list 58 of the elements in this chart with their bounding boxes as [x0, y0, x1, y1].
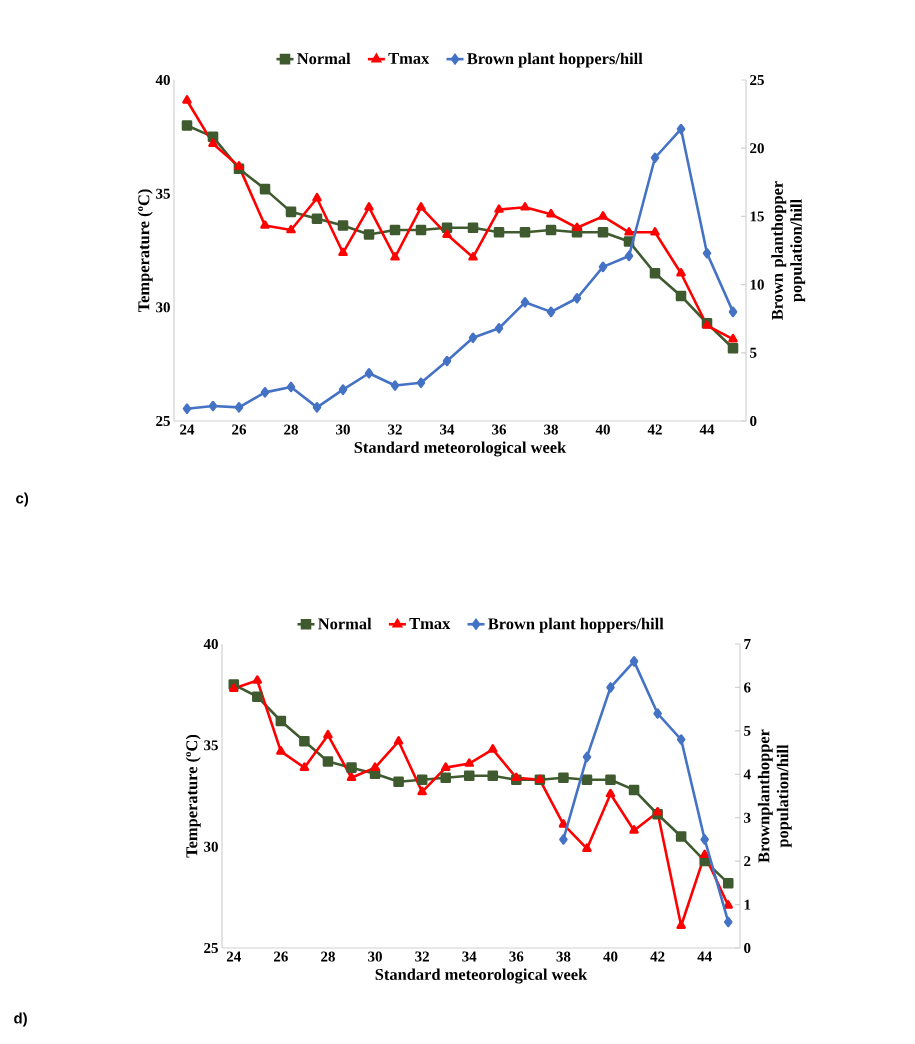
- y-tick-label: 30: [204, 841, 218, 852]
- legend-label: Normal: [318, 617, 372, 630]
- x-axis-title: Standard meteorological week: [354, 441, 567, 457]
- y-tick-label: 35: [156, 188, 170, 199]
- x-tick-label: 42: [650, 951, 665, 962]
- y2-axis-title: Brown planthopper population/hill: [771, 181, 806, 320]
- x-tick-label: 32: [388, 424, 402, 435]
- x-tick-label: 34: [440, 424, 455, 435]
- x-tick-label: 38: [544, 424, 558, 435]
- y2-tick-label: 1: [744, 899, 751, 910]
- y-axis-title: Temperature (ºC): [137, 189, 153, 313]
- y2-tick-label: 15: [750, 211, 764, 222]
- x-tick-label: 40: [603, 951, 618, 962]
- x-tick-label: 28: [321, 951, 335, 962]
- y2-tick-label: 0: [744, 942, 751, 954]
- x-tick-label: 24: [226, 951, 241, 962]
- legend-label: Tmax: [388, 53, 430, 64]
- y2-tick-label: 5: [750, 347, 757, 358]
- legend-label: Brown plant hoppers/hill: [467, 52, 643, 68]
- x-tick-label: 30: [336, 424, 350, 435]
- x-tick-label: 42: [647, 424, 662, 435]
- y2-tick-label: 7: [744, 639, 751, 649]
- y-tick-label: 40: [203, 638, 218, 650]
- x-tick-label: 26: [274, 951, 288, 962]
- y-tick-label: 30: [156, 302, 170, 313]
- y2-tick-label: 25: [750, 74, 764, 86]
- x-tick-label: 26: [232, 424, 247, 435]
- y-tick-label: 25: [204, 942, 218, 954]
- legend-label: Normal: [297, 52, 351, 65]
- legend-label: Brown plant hoppers/hill: [488, 617, 664, 633]
- text: d): [14, 1012, 27, 1027]
- x-tick-label: 36: [492, 424, 507, 435]
- x-tick-label: 30: [368, 951, 382, 962]
- x-tick-label: 36: [509, 951, 524, 962]
- y-tick-label: 25: [156, 415, 170, 427]
- x-tick-label: 32: [415, 951, 429, 962]
- y2-tick-label: 20: [750, 143, 764, 154]
- y2-tick-label: 5: [744, 725, 751, 736]
- legend-label: Tmax: [409, 618, 451, 630]
- y-tick-label: 35: [204, 740, 218, 751]
- y2-tick-label: 4: [743, 769, 751, 780]
- x-axis-title: Standard meteorological week: [375, 968, 588, 984]
- y-axis-title: Temperature (ºC): [185, 734, 201, 858]
- y2-tick-label: 6: [744, 682, 751, 693]
- x-tick-label: 24: [180, 424, 195, 435]
- y2-axis-title: Brownplanthopper population/hill: [757, 729, 792, 863]
- x-tick-label: 38: [556, 951, 571, 962]
- y2-tick-label: 10: [750, 279, 764, 290]
- x-tick-label: 44: [697, 951, 712, 962]
- x-tick-label: 28: [284, 424, 298, 435]
- y2-tick-label: 0: [750, 415, 757, 427]
- y-tick-label: 40: [155, 74, 170, 86]
- y2-tick-label: 2: [744, 856, 751, 867]
- text: c): [16, 492, 29, 507]
- x-tick-label: 40: [595, 424, 610, 435]
- x-tick-label: 44: [699, 424, 715, 435]
- y2-tick-label: 3: [744, 812, 751, 823]
- x-tick-label: 34: [462, 951, 477, 962]
